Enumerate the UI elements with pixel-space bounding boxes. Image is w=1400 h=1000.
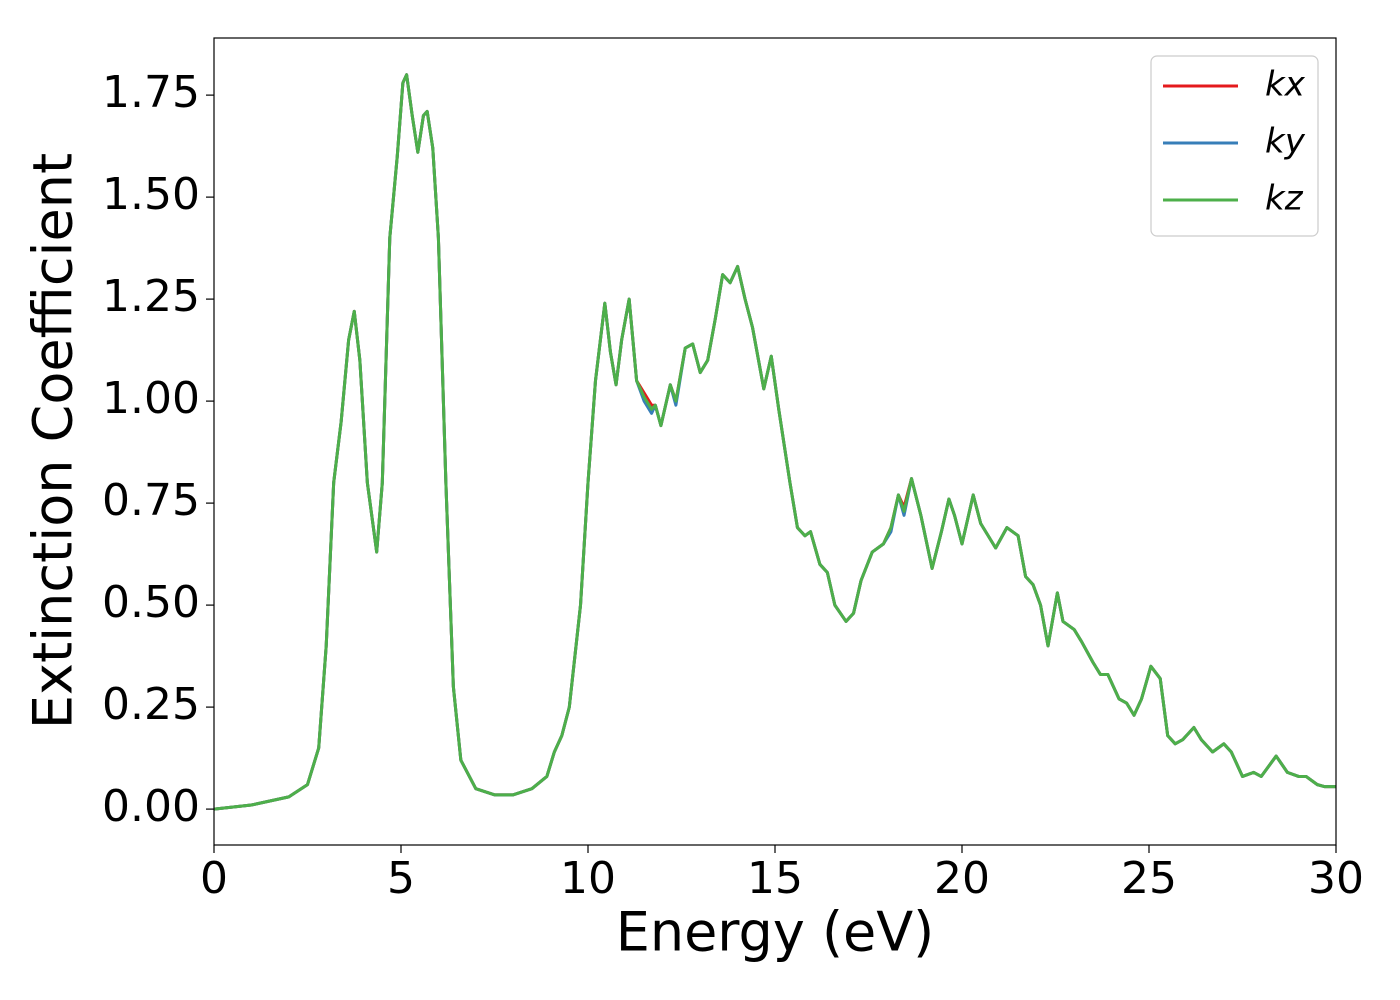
series-line [214, 73, 1336, 811]
x-tick-label: 0 [200, 853, 228, 904]
x-axis-label: Energy (eV) [616, 901, 935, 964]
x-tick-label: 10 [560, 853, 616, 904]
y-axis-label: Extinction Coefficient [22, 153, 85, 729]
y-tick-label: 1.25 [102, 271, 200, 322]
x-tick-label: 25 [1121, 853, 1177, 904]
y-tick-label: 1.00 [102, 373, 200, 424]
x-tick-label: 20 [934, 853, 990, 904]
legend-label: ky [1265, 122, 1306, 162]
x-tick-label: 5 [387, 853, 415, 904]
x-tick-label: 30 [1308, 853, 1364, 904]
y-tick-label: 0.75 [102, 475, 200, 526]
y-tick-label: 0.00 [102, 781, 200, 832]
y-tick-label: 0.50 [102, 577, 200, 628]
x-tick-label: 15 [747, 853, 803, 904]
legend-label: kx [1265, 65, 1306, 105]
y-tick-label: 1.75 [102, 67, 200, 118]
y-tick-label: 0.25 [102, 679, 200, 730]
legend-label: kz [1265, 179, 1304, 219]
plot-lines [214, 73, 1336, 811]
y-tick-label: 1.50 [102, 169, 200, 220]
legend-box [1150, 55, 1319, 237]
